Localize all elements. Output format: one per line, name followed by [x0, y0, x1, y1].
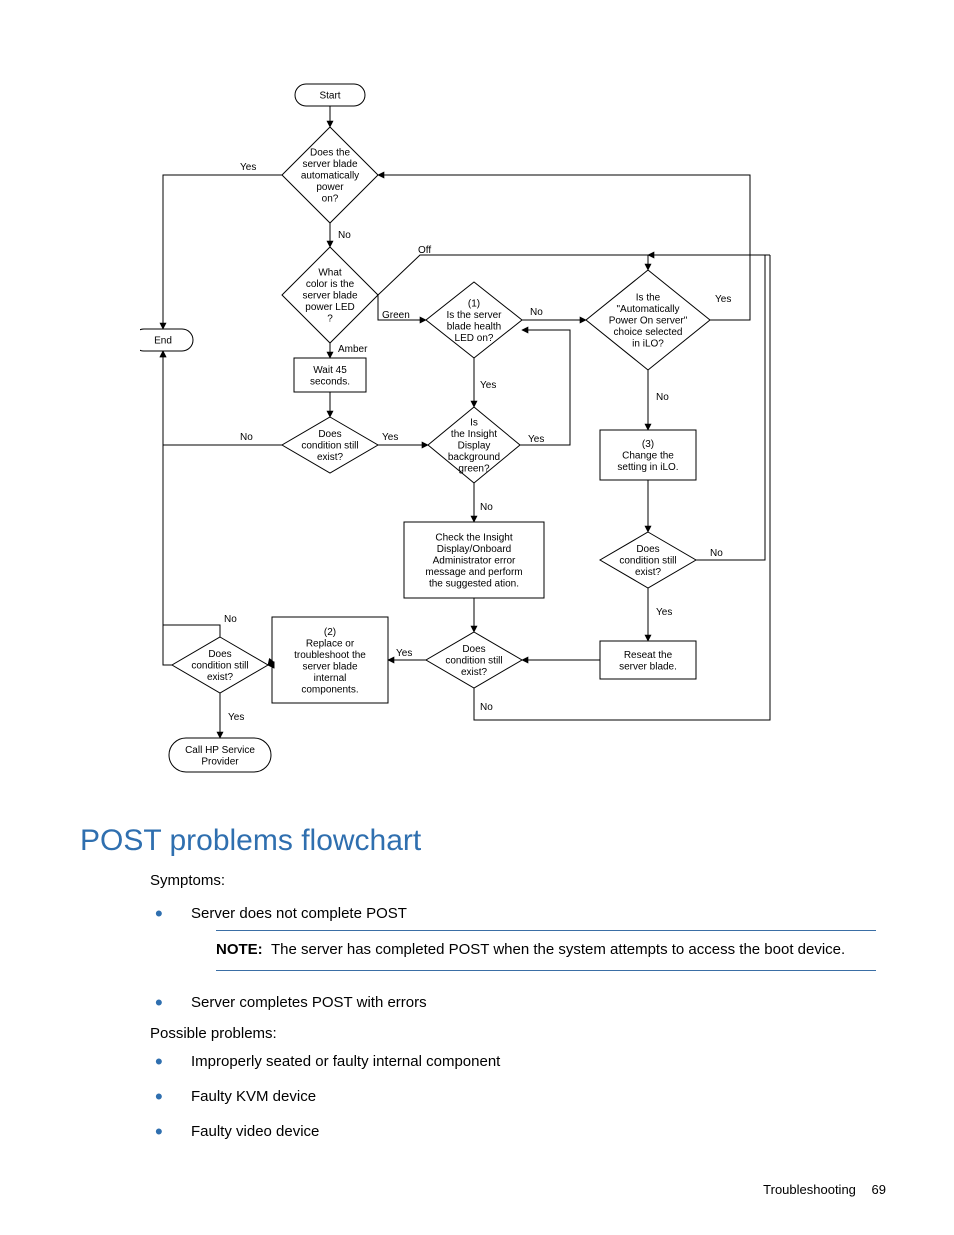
svg-text:Yes: Yes — [240, 162, 256, 173]
note-prefix: NOTE: — [216, 941, 263, 958]
svg-text:Yes: Yes — [382, 432, 398, 443]
svg-text:No: No — [480, 502, 493, 513]
svg-text:Start: Start — [319, 91, 340, 102]
list-item: Faulty KVM device — [155, 1088, 500, 1105]
svg-text:Yes: Yes — [656, 607, 672, 618]
possible-label: Possible problems: — [150, 1023, 277, 1044]
footer-page-number: 69 — [872, 1182, 886, 1197]
svg-text:End: End — [154, 336, 172, 347]
svg-text:No: No — [224, 614, 237, 625]
svg-text:No: No — [656, 392, 669, 403]
list-item: Server does not complete POST — [155, 905, 407, 922]
svg-text:Off: Off — [418, 245, 431, 256]
svg-text:No: No — [480, 702, 493, 713]
svg-text:Green: Green — [382, 310, 410, 321]
svg-text:Yes: Yes — [228, 712, 244, 723]
list-item: Faulty video device — [155, 1123, 500, 1140]
svg-text:Check the InsightDisplay/Onboa: Check the InsightDisplay/OnboardAdminist… — [425, 533, 522, 590]
page: StartDoes theserver bladeautomaticallypo… — [0, 0, 954, 1235]
svg-text:Yes: Yes — [396, 648, 412, 659]
possible-list: Improperly seated or faulty internal com… — [155, 1053, 500, 1158]
svg-text:Amber: Amber — [338, 344, 368, 355]
svg-text:No: No — [710, 548, 723, 559]
svg-text:No: No — [338, 230, 351, 241]
note-text: The server has completed POST when the s… — [271, 941, 845, 958]
page-footer: Troubleshooting 69 — [763, 1182, 886, 1197]
flowchart: StartDoes theserver bladeautomaticallypo… — [140, 70, 780, 790]
list-item: Server completes POST with errors — [155, 994, 427, 1011]
svg-text:Yes: Yes — [715, 294, 731, 305]
svg-text:Yes: Yes — [480, 380, 496, 391]
svg-text:No: No — [530, 307, 543, 318]
svg-text:No: No — [240, 432, 253, 443]
section-heading: POST problems flowchart — [80, 824, 421, 858]
list-item: Improperly seated or faulty internal com… — [155, 1053, 500, 1070]
note-box: NOTE: The server has completed POST when… — [216, 930, 876, 971]
svg-text:Reseat theserver blade.: Reseat theserver blade. — [619, 650, 677, 673]
symptoms-label: Symptoms: — [150, 870, 225, 891]
svg-text:Wait 45seconds.: Wait 45seconds. — [310, 365, 350, 388]
svg-text:Yes: Yes — [528, 434, 544, 445]
footer-section: Troubleshooting — [763, 1182, 856, 1197]
